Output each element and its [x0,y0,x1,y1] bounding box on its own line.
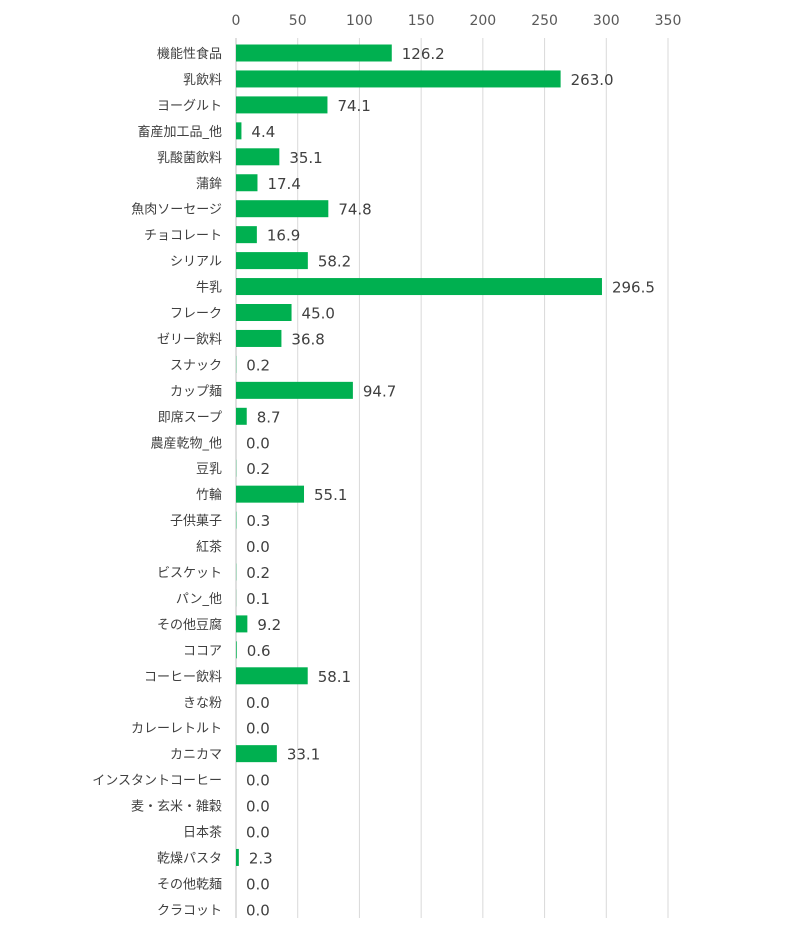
data-label: 126.2 [402,45,445,63]
category-label: フレーク [170,307,222,322]
category-label: 日本茶 [183,825,222,841]
category-label: カップ麺 [170,384,222,399]
category-label: ヨーグルト [157,99,222,114]
data-label: 263.0 [571,71,614,89]
x-tick-label: 150 [408,13,435,29]
category-label: カレーレトルト [131,722,222,737]
bar [236,148,279,165]
data-label: 0.0 [246,798,270,816]
data-label: 36.8 [291,330,324,348]
data-label: 45.0 [302,305,335,323]
bar [236,174,257,191]
category-label: 魚肉ソーセージ [131,203,222,218]
data-label: 0.1 [246,590,270,608]
data-label: 0.3 [246,512,270,530]
data-label: 94.7 [363,382,396,400]
bar [236,278,602,295]
category-label: 子供菓子 [170,514,222,529]
data-label: 0.0 [246,824,270,842]
data-label: 0.0 [246,434,270,452]
x-tick-label: 300 [593,13,620,29]
data-label: 8.7 [257,408,281,426]
bar [236,200,328,217]
bar [236,330,281,347]
bar [236,615,247,632]
category-label: クラコット [157,903,222,918]
category-label: カニカマ [170,748,222,763]
category-label: スナック [170,358,222,373]
data-label: 9.2 [257,616,281,634]
category-label: 蒲鉾 [196,177,222,192]
data-label: 0.0 [246,538,270,556]
data-label: 0.0 [246,875,270,893]
bar [236,252,308,269]
category-label: きな粉 [183,696,222,711]
data-label: 35.1 [289,149,322,167]
x-tick-label: 250 [531,13,558,29]
bar [236,45,392,62]
bar [236,408,247,425]
bar [236,382,353,399]
data-label: 16.9 [267,227,300,245]
data-label: 0.0 [246,694,270,712]
data-label: 0.6 [247,642,271,660]
category-label: ゼリー飲料 [157,331,222,347]
data-label: 0.0 [246,901,270,919]
category-label: 即席スープ [158,409,222,425]
category-label: ビスケット [157,566,222,581]
category-label: インスタントコーヒー [92,774,222,789]
category-label: 豆乳 [196,462,222,477]
data-label: 2.3 [249,849,273,867]
category-label: その他乾麺 [157,877,222,892]
x-tick-label: 200 [469,13,496,29]
data-label: 58.1 [318,668,351,686]
category-label: ココア [183,644,222,659]
bar [236,226,257,243]
data-label: 74.8 [338,201,371,219]
data-label: 0.2 [246,564,270,582]
x-tick-label: 100 [346,13,373,29]
bar [236,70,561,87]
data-label: 0.2 [246,460,270,478]
bar [236,667,308,684]
data-label: 296.5 [612,279,655,297]
x-tick-label: 50 [289,13,307,29]
bar [236,96,327,113]
data-label: 0.2 [246,356,270,374]
data-label: 0.0 [246,720,270,738]
bar [236,849,239,866]
data-label: 4.4 [251,123,275,141]
category-label: シリアル [170,255,222,270]
category-label: パン_他 [176,592,222,607]
category-label: チョコレート [144,229,222,244]
bar [236,641,237,658]
category-label: 機能性食品 [157,46,222,62]
category-label: 農産乾物_他 [150,435,222,451]
category-label: 麦・玄米・雑穀 [131,799,222,815]
category-label: 竹輪 [196,487,222,503]
category-label: 乾燥パスタ [157,851,222,866]
data-label: 55.1 [314,486,347,504]
x-tick-label: 0 [232,13,241,29]
category-label: その他豆腐 [157,618,222,633]
data-label: 58.2 [318,253,351,271]
category-label: 紅茶 [196,539,222,555]
bar [236,745,277,762]
data-label: 0.0 [246,772,270,790]
category-label: 畜産加工品_他 [137,124,222,140]
category-label: 乳飲料 [183,72,222,88]
category-label: コーヒー飲料 [144,669,222,685]
category-label: 乳酸菌飲料 [157,150,222,166]
bar [236,486,304,503]
bar [236,122,241,139]
data-label: 33.1 [287,746,320,764]
data-label: 17.4 [267,175,300,193]
category-label: 牛乳 [196,281,222,296]
bar [236,304,292,321]
x-tick-label: 350 [655,13,682,29]
data-label: 74.1 [337,97,370,115]
